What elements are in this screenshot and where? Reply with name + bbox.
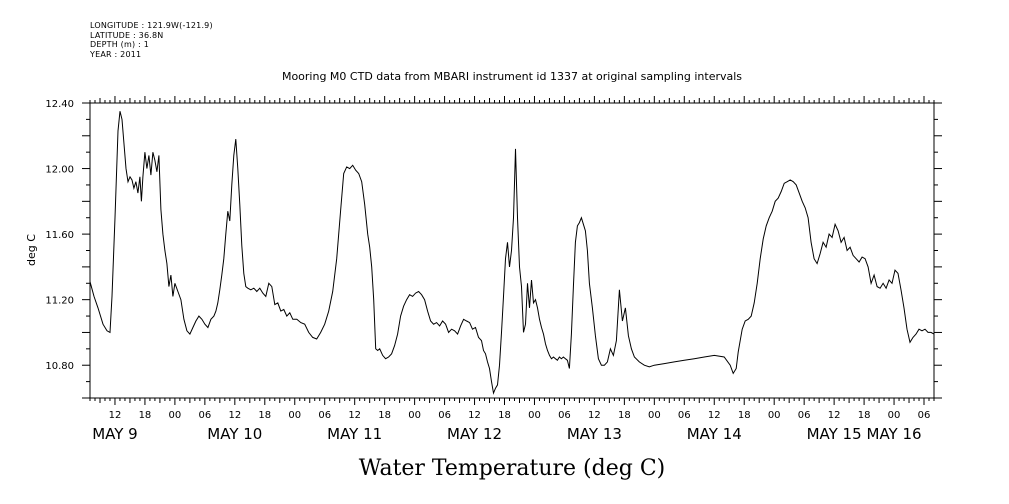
x-hour-label: 06	[318, 410, 331, 421]
x-hour-label: 06	[558, 410, 571, 421]
y-axis-tick-labels: 10.80 11.20 11.60 12.00 12.40	[45, 99, 74, 372]
y-tick-label: 12.00	[45, 165, 74, 176]
y-tick-label: 11.20	[45, 296, 74, 307]
temperature-series-line	[89, 111, 935, 395]
x-day-label: MAY 15	[807, 425, 862, 443]
x-hour-label: 12	[588, 410, 601, 421]
x-day-label: MAY 14	[687, 425, 742, 443]
x-hour-label: 18	[378, 410, 391, 421]
x-day-label: MAY 12	[447, 425, 502, 443]
meta-longitude: LONGITUDE : 121.9W(-121.9)	[90, 21, 213, 30]
x-hour-label: 12	[228, 410, 241, 421]
x-hour-label: 00	[408, 410, 421, 421]
x-axis-tick-labels: 12 18 00 06 12 18 00 06 12 18 00 06 12 18 00 06 12 18 00 06…	[92, 410, 930, 443]
axis-ticks	[82, 96, 942, 405]
y-tick-label: 10.80	[45, 361, 74, 372]
x-hour-label: 06	[918, 410, 931, 421]
x-hour-label: 18	[258, 410, 271, 421]
x-day-label: MAY 11	[327, 425, 382, 443]
x-hour-label: 18	[498, 410, 511, 421]
y-axis-title: deg C	[25, 234, 38, 266]
x-day-label: MAY 9	[92, 425, 138, 443]
x-hour-label: 00	[169, 410, 182, 421]
meta-year: YEAR : 2011	[90, 49, 142, 59]
x-hour-label: 06	[678, 410, 691, 421]
chart-title: Mooring M0 CTD data from MBARI instrumen…	[282, 70, 742, 83]
x-axis-title: Water Temperature (deg C)	[359, 456, 666, 481]
x-hour-label: 12	[468, 410, 481, 421]
x-hour-label: 18	[858, 410, 871, 421]
x-hour-label: 00	[528, 410, 541, 421]
x-hour-label: 18	[139, 410, 152, 421]
x-hour-label: 06	[438, 410, 451, 421]
x-hour-label: 00	[768, 410, 781, 421]
x-hour-label: 06	[198, 410, 211, 421]
y-tick-label: 12.40	[45, 99, 74, 110]
x-day-label: MAY 16	[867, 425, 922, 443]
x-hour-label: 12	[828, 410, 841, 421]
x-hour-label: 06	[798, 410, 811, 421]
meta-depth: DEPTH (m) : 1	[90, 40, 149, 49]
x-hour-label: 12	[348, 410, 361, 421]
x-hour-label: 12	[109, 410, 122, 421]
x-hour-label: 12	[708, 410, 721, 421]
x-hour-label: 18	[738, 410, 751, 421]
metadata-block: LONGITUDE : 121.9W(-121.9) LATITUDE : 36…	[90, 21, 213, 59]
meta-latitude: LATITUDE : 36.8N	[90, 30, 164, 40]
x-hour-label: 00	[288, 410, 301, 421]
y-tick-label: 11.60	[45, 230, 74, 241]
x-hour-label: 18	[618, 410, 631, 421]
x-day-label: MAY 10	[207, 425, 262, 443]
x-day-label: MAY 13	[567, 425, 622, 443]
x-hour-label: 00	[648, 410, 661, 421]
x-hour-label: 00	[888, 410, 901, 421]
